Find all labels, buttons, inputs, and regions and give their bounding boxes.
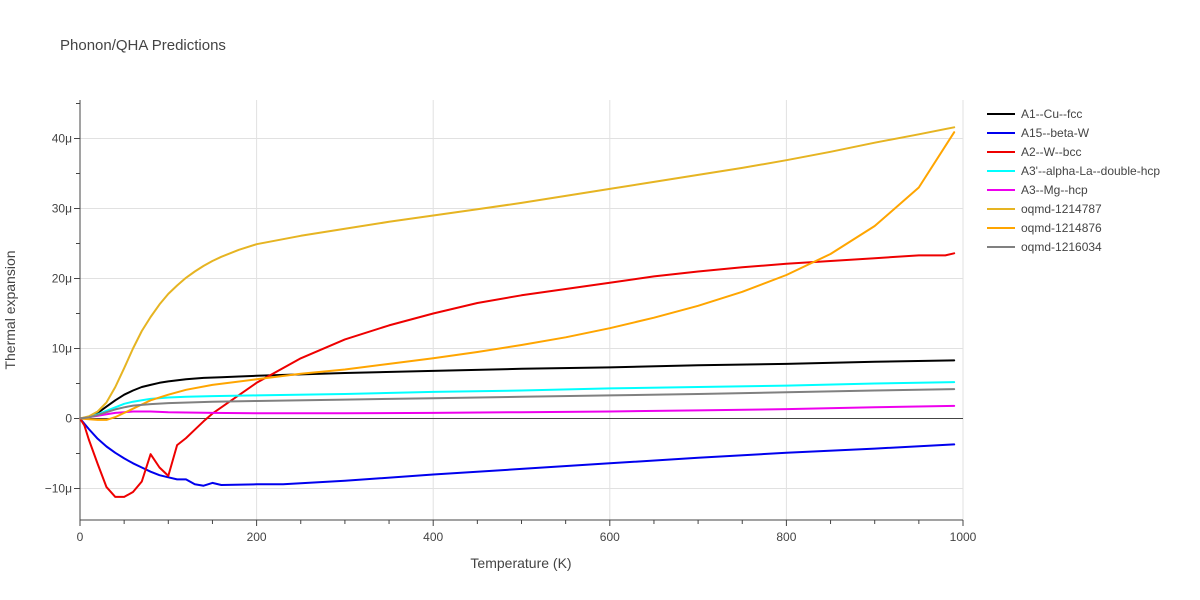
- legend-label: A3--Mg--hcp: [1021, 183, 1088, 197]
- chart-title: Phonon/QHA Predictions: [60, 37, 226, 54]
- series-line-0: [79, 359, 956, 420]
- legend-label: oqmd-1214787: [1021, 202, 1102, 216]
- y-tick-label: 0: [65, 412, 72, 426]
- legend-label: A15--beta-W: [1021, 126, 1090, 140]
- x-tick-label: 400: [423, 530, 443, 544]
- series-line-5: [79, 126, 956, 420]
- legend-label: A3'--alpha-La--double-hcp: [1021, 164, 1160, 178]
- y-tick-label: 40μ: [52, 132, 72, 146]
- legend-item[interactable]: A3'--alpha-La--double-hcp: [987, 164, 1160, 178]
- legend-label: A2--W--bcc: [1021, 145, 1081, 159]
- x-tick-label: 0: [77, 530, 84, 544]
- tick-labels: 0 200 400 600 800 1000 −10μ 0 10μ 20μ 30μ 40μ: [45, 132, 977, 545]
- y-axis-title: Thermal expansion: [2, 250, 18, 369]
- legend-item[interactable]: A3--Mg--hcp: [987, 183, 1088, 197]
- series-line-6: [79, 131, 956, 421]
- y-tick-label: 10μ: [52, 342, 72, 356]
- legend-item[interactable]: A2--W--bcc: [987, 145, 1081, 159]
- legend[interactable]: A1--Cu--fcc A15--beta-W A2--W--bcc A3'--alp…: [987, 107, 1160, 254]
- x-tick-label: 800: [776, 530, 796, 544]
- series-line-7: [79, 388, 956, 420]
- legend-item[interactable]: A1--Cu--fcc: [987, 107, 1082, 121]
- series-lines: [79, 126, 956, 498]
- y-tick-label: 20μ: [52, 272, 72, 286]
- legend-label: A1--Cu--fcc: [1021, 107, 1082, 121]
- axes: [74, 100, 964, 526]
- x-axis-title: Temperature (K): [470, 555, 571, 571]
- x-tick-label: 600: [600, 530, 620, 544]
- y-tick-label: 30μ: [52, 202, 72, 216]
- legend-label: oqmd-1216034: [1021, 240, 1102, 254]
- series-line-1: [79, 417, 956, 487]
- y-tick-label: −10μ: [45, 482, 72, 496]
- legend-label: oqmd-1214876: [1021, 221, 1102, 235]
- series-line-4: [79, 404, 956, 420]
- series-line-3: [79, 381, 956, 420]
- x-tick-label: 200: [247, 530, 267, 544]
- legend-item[interactable]: oqmd-1216034: [987, 240, 1102, 254]
- x-tick-label: 1000: [950, 530, 977, 544]
- grid-lines: [80, 100, 964, 520]
- legend-item[interactable]: oqmd-1214876: [987, 221, 1102, 235]
- legend-item[interactable]: A15--beta-W: [987, 126, 1090, 140]
- legend-item[interactable]: oqmd-1214787: [987, 202, 1102, 216]
- series-line-2: [79, 252, 956, 498]
